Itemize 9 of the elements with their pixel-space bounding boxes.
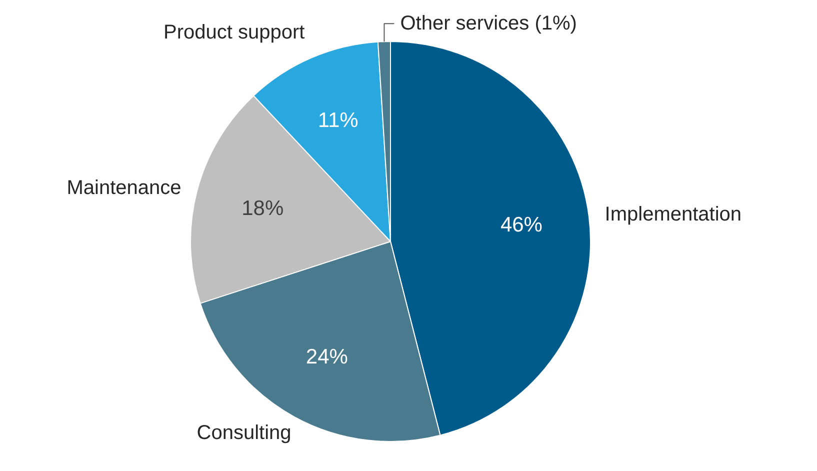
slice-label: Implementation xyxy=(604,203,742,226)
slice-label: Other services (1%) xyxy=(400,12,577,35)
data-label: 24% xyxy=(306,346,348,369)
slice-label: Maintenance xyxy=(66,176,182,199)
data-label: 11% xyxy=(318,108,358,132)
data-label: 46% xyxy=(500,213,542,236)
slice-label: Consulting xyxy=(196,422,292,444)
data-label: 18% xyxy=(242,197,284,220)
slice-label: Product support xyxy=(164,21,306,44)
